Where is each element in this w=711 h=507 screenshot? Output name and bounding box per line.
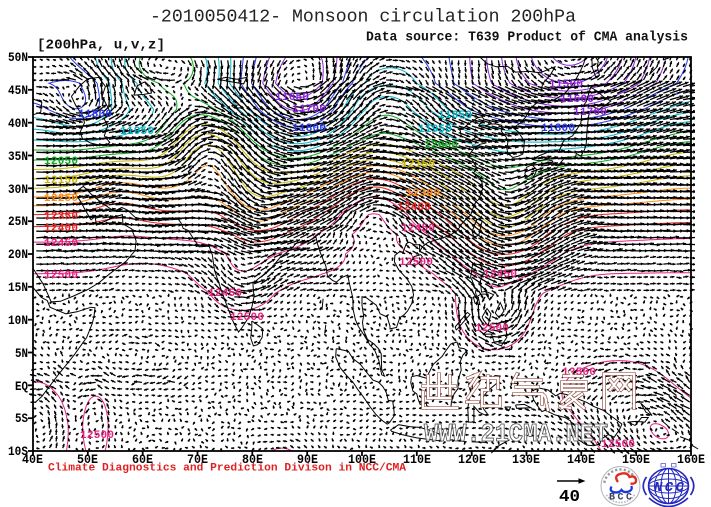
svg-text:12450: 12450	[401, 223, 435, 235]
svg-text:WWW.21CMA.NET: WWW.21CMA.NET	[424, 419, 608, 449]
svg-text:120E: 120E	[458, 452, 486, 467]
svg-text:50N: 50N	[8, 50, 28, 65]
svg-text:12500: 12500	[44, 270, 78, 282]
svg-text:12500: 12500	[230, 312, 264, 324]
svg-text:25N: 25N	[8, 214, 28, 229]
svg-text:70E: 70E	[187, 452, 208, 467]
svg-text:Data source: T639 Product of C: Data source: T639 Product of CMA analysi…	[366, 30, 688, 46]
svg-text:11700: 11700	[292, 104, 326, 116]
svg-text:30N: 30N	[8, 182, 28, 197]
svg-text:11500: 11500	[549, 79, 583, 91]
svg-text:10S: 10S	[8, 444, 28, 459]
svg-text:50E: 50E	[77, 452, 98, 467]
svg-text:130E: 130E	[512, 452, 540, 467]
svg-text:12150: 12150	[401, 159, 435, 171]
svg-text:11850: 11850	[438, 110, 472, 122]
svg-text:150E: 150E	[622, 452, 650, 467]
svg-text:90E: 90E	[297, 452, 318, 467]
svg-text:35N: 35N	[8, 149, 28, 164]
svg-text:10N: 10N	[8, 313, 28, 328]
svg-text:12350: 12350	[44, 211, 78, 223]
svg-text:40: 40	[559, 487, 580, 506]
svg-text:11950: 11950	[120, 126, 154, 138]
svg-text:12500: 12500	[601, 439, 635, 451]
svg-text:11950: 11950	[418, 124, 452, 136]
svg-text:11800: 11800	[78, 109, 112, 121]
svg-text:12150: 12150	[44, 175, 78, 187]
svg-text:11650: 11650	[275, 92, 309, 104]
svg-text:11800: 11800	[541, 123, 575, 135]
svg-text:EQ: EQ	[15, 379, 28, 394]
svg-text:NCC: NCC	[654, 480, 685, 496]
svg-text:45N: 45N	[8, 83, 28, 98]
svg-text:100E: 100E	[348, 452, 376, 467]
svg-text:11800: 11800	[292, 123, 326, 135]
svg-text:60E: 60E	[132, 452, 153, 467]
svg-text:12500: 12500	[80, 430, 114, 442]
svg-text:160E: 160E	[677, 452, 705, 467]
svg-text:BCC: BCC	[609, 493, 632, 504]
svg-text:12050: 12050	[44, 156, 78, 168]
svg-text:12500: 12500	[475, 323, 509, 335]
svg-text:11700: 11700	[573, 107, 607, 119]
svg-text:12450: 12450	[483, 269, 517, 281]
svg-text:40N: 40N	[8, 116, 28, 131]
svg-text:12000: 12000	[424, 140, 458, 152]
svg-text:12400: 12400	[44, 223, 78, 235]
svg-text:5N: 5N	[15, 346, 28, 361]
svg-text:12300: 12300	[406, 188, 440, 200]
svg-text:110E: 110E	[403, 452, 431, 467]
svg-text:40E: 40E	[22, 452, 43, 467]
svg-text:80E: 80E	[242, 452, 263, 467]
svg-text:12250: 12250	[44, 193, 78, 205]
svg-text:140E: 140E	[567, 452, 595, 467]
svg-text:15N: 15N	[8, 280, 28, 295]
svg-text:12450: 12450	[208, 288, 242, 300]
svg-text:12400: 12400	[397, 202, 431, 214]
svg-text:Climate Diagnostics and Predic: Climate Diagnostics and Prediction Divis…	[48, 463, 406, 475]
svg-text:[200hPa, u,v,z]: [200hPa, u,v,z]	[37, 39, 165, 54]
svg-text:12500: 12500	[399, 257, 433, 269]
svg-text:11600: 11600	[560, 94, 594, 106]
svg-text:-2010050412- Monsoon circulati: -2010050412- Monsoon circulation 200hPa	[150, 7, 576, 28]
svg-text:5S: 5S	[15, 411, 28, 426]
svg-text:12450: 12450	[44, 238, 78, 250]
svg-text:20N: 20N	[8, 247, 28, 262]
